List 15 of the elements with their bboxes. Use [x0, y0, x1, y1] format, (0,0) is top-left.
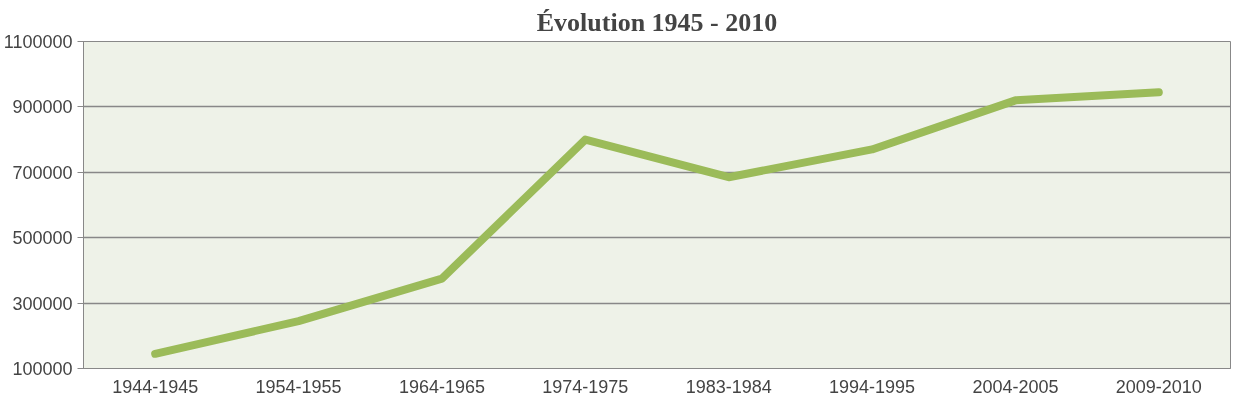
y-tick-label: 100000	[12, 359, 73, 379]
x-tick-label: 1944-1945	[112, 376, 199, 397]
x-tick-label: 1994-1995	[829, 376, 916, 397]
y-tick-label: 500000	[12, 228, 73, 249]
y-tick-label: 900000	[12, 97, 73, 118]
x-tick-label: 1983-1984	[685, 376, 772, 397]
x-tick-label: 1964-1965	[398, 376, 485, 397]
x-tick-label: 2004-2005	[972, 376, 1059, 397]
y-tick-label: 700000	[12, 162, 73, 183]
x-tick-label: 1954-1955	[255, 376, 342, 397]
y-tick-label: 300000	[12, 293, 73, 314]
x-tick-label: 1974-1975	[542, 376, 629, 397]
x-tick-label: 2009-2010	[1115, 376, 1202, 397]
y-tick-label: 1100000	[3, 32, 73, 52]
chart-title: Évolution 1945 - 2010	[536, 7, 778, 37]
